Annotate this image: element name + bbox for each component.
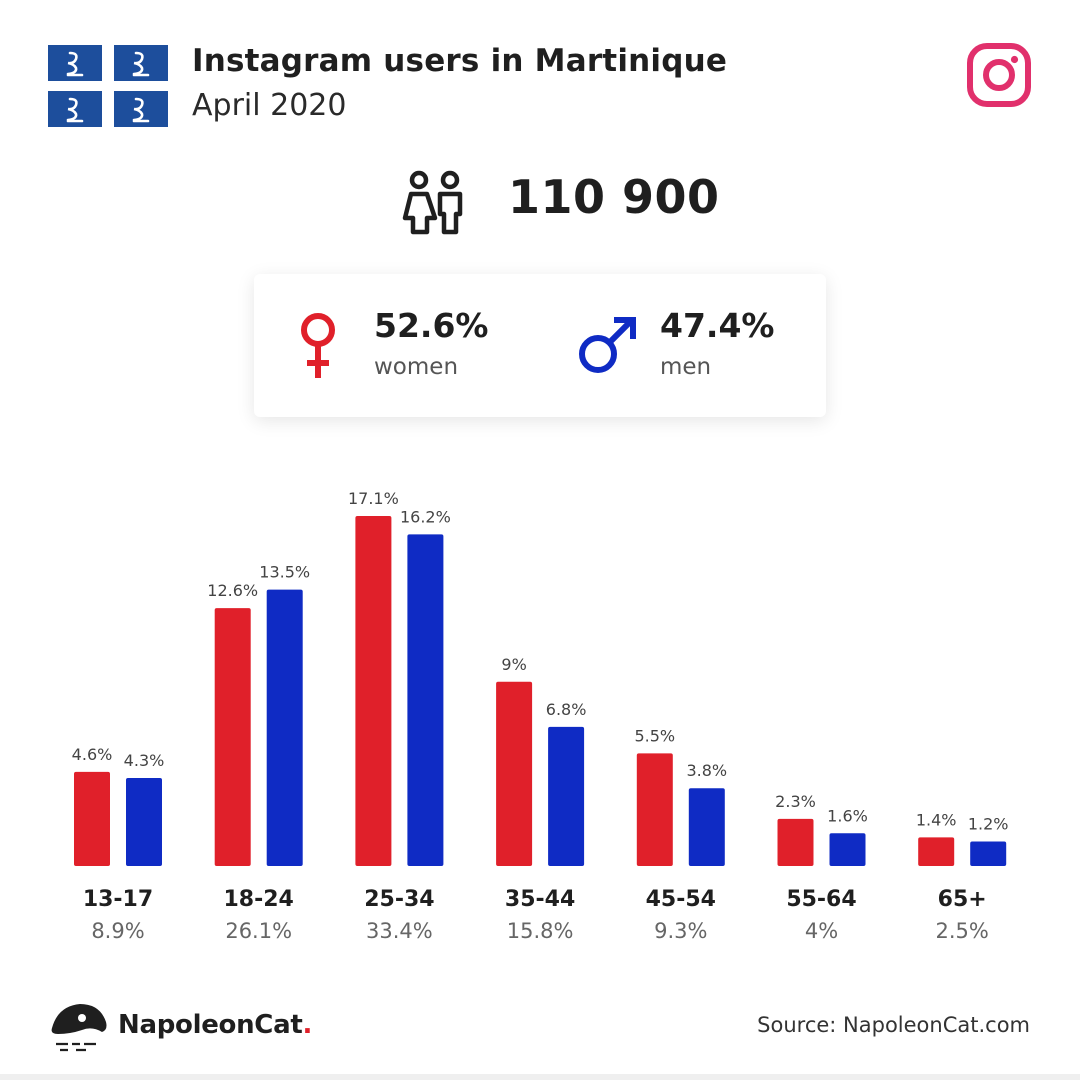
martinique-flag-icon: [48, 45, 168, 127]
men-percent: 47.4%: [660, 306, 775, 345]
men-bar-25-34: [407, 534, 444, 866]
age-category-label-45-54: 45-54: [646, 887, 716, 912]
page-title: Instagram users in Martinique: [192, 43, 728, 79]
page-subtitle: April 2020: [192, 88, 347, 123]
age-category-label-25-34: 25-34: [364, 887, 434, 912]
men-value-label-65+: 1.2%: [968, 814, 1009, 833]
men-bar-18-24: [266, 589, 303, 866]
women-bar-35-44: [496, 681, 533, 866]
gender-card: 52.6% women 47.4% men: [254, 274, 826, 417]
men-value-label-13-17: 4.3%: [124, 751, 165, 770]
age-category-label-35-44: 35-44: [505, 887, 575, 912]
women-value-label-13-17: 4.6%: [72, 745, 113, 764]
men-bar-35-44: [548, 726, 585, 866]
brand-name: NapoleonCat.: [118, 1010, 312, 1040]
female-icon: [301, 313, 335, 378]
men-bar-13-17: [126, 777, 162, 866]
instagram-icon: [967, 43, 1031, 107]
women-bar-65+: [918, 837, 955, 866]
age-category-total-45-54: 9.3%: [654, 919, 707, 943]
age-category-total-65+: 2.5%: [936, 919, 989, 943]
men-bar-55-64: [829, 833, 866, 866]
women-value-label-55-64: 2.3%: [775, 792, 816, 811]
men-value-label-25-34: 16.2%: [400, 507, 451, 526]
men-label: men: [660, 354, 712, 380]
women-bar-18-24: [214, 608, 251, 866]
men-value-label-35-44: 6.8%: [546, 700, 587, 719]
brand-text: NapoleonCat: [118, 1010, 303, 1040]
men-value-label-18-24: 13.5%: [259, 563, 310, 582]
bottom-strip: [0, 1074, 1080, 1080]
women-bar-45-54: [636, 753, 673, 866]
source-text: Source: NapoleonCat.com: [757, 1013, 1030, 1037]
men-bar-65+: [970, 841, 1007, 866]
women-bar-55-64: [777, 818, 814, 866]
age-gender-bar-chart: 4.6% 4.3% 13-17 8.9% 12.6%13.5% 18-24 26.1% 17.…: [72, 489, 1009, 943]
women-value-label-18-24: 12.6%: [207, 581, 258, 600]
age-category-total-18-24: 26.1%: [225, 919, 292, 943]
napoleoncat-logo-icon: [51, 1004, 107, 1052]
women-value-label-25-34: 17.1%: [348, 489, 399, 508]
age-category-label-65+: 65+: [938, 887, 987, 912]
total-users: 110 900: [400, 168, 720, 240]
women-bar-25-34: [355, 516, 392, 866]
women-label: women: [374, 354, 459, 380]
women-value-label-35-44: 9%: [501, 655, 526, 674]
age-category-total-13-17: 8.9%: [91, 919, 144, 943]
age-category-total-25-34: 33.4%: [366, 919, 433, 943]
women-value-label-45-54: 5.5%: [634, 726, 675, 745]
women-bar-13-17: [74, 771, 110, 866]
age-category-label-13-17: 13-17: [83, 887, 153, 912]
total-users-value: 110 900: [508, 170, 720, 224]
age-category-total-35-44: 15.8%: [507, 919, 574, 943]
women-percent: 52.6%: [374, 306, 489, 345]
men-bar-45-54: [688, 788, 725, 866]
men-value-label-45-54: 3.8%: [686, 761, 727, 780]
women-value-label-65+: 1.4%: [916, 810, 957, 829]
age-category-label-18-24: 18-24: [224, 887, 294, 912]
age-category-label-55-64: 55-64: [786, 887, 856, 912]
men-value-label-55-64: 1.6%: [827, 806, 868, 825]
brand-dot: .: [302, 1010, 313, 1040]
age-category-total-55-64: 4%: [805, 919, 838, 943]
male-icon: [579, 317, 636, 373]
people-icon: [402, 170, 463, 235]
